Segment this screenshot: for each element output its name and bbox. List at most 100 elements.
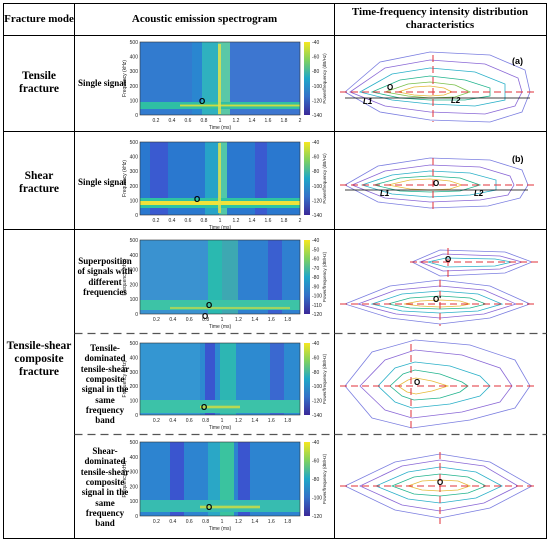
ytick-d: 300 (130, 370, 139, 376)
signal-shear: Single signal (78, 177, 127, 187)
xlabel-b: Time (ms) (209, 225, 232, 231)
cbar-tick-a: -60 (312, 55, 319, 61)
xtick-d: 0.4 (169, 418, 176, 424)
xtick-c: 1.2 (235, 317, 242, 323)
xtick-d: 0.8 (202, 418, 209, 424)
signal-tensile: Single signal (78, 78, 127, 88)
table-grid (3, 3, 547, 539)
ytick-e: 0 (135, 514, 138, 520)
header-fracture-mode: Fracture mode (4, 13, 74, 25)
ytick-b: 300 (130, 169, 139, 175)
ytick-c: 100 (130, 297, 139, 303)
origin-c2: O (202, 312, 208, 321)
mode-shear: Shear fracture (18, 170, 59, 196)
xtick-a: 1 (219, 118, 222, 124)
xtick-b: 1.4 (249, 218, 256, 224)
ytick-a: 200 (130, 84, 139, 90)
xlabel-c: Time (ms) (209, 324, 232, 330)
spectrogram-tensile-dominated: O (139, 342, 301, 416)
ylabel-e: Frequency (kHz) (122, 460, 128, 497)
contour-b-origin: O (433, 179, 439, 188)
xtick-a: 0.6 (185, 118, 192, 124)
cbar-label-b: Power/frequency (dB/Hz) (322, 153, 327, 204)
xtick-e: 1.4 (251, 519, 258, 525)
xtick-c: 1.4 (251, 317, 258, 323)
cbar-tick-d: -100 (312, 384, 322, 390)
cbar-tick-e: -60 (312, 459, 319, 465)
origin-a: O (199, 97, 205, 106)
cbar-tick-d: -60 (312, 355, 319, 361)
spectrogram-superposition: O O (139, 239, 301, 321)
cbar-tick-c: -70 (312, 266, 319, 272)
mode-composite: Tensile-shear composite fracture (6, 340, 72, 379)
xtick-c: 0.8 (202, 317, 209, 323)
cbar-tick-d: -40 (312, 341, 319, 347)
xtick-a: 1.6 (265, 118, 272, 124)
cbar-label-d: Power/frequency (dB/Hz) (322, 353, 327, 404)
ytick-e: 200 (130, 484, 139, 490)
cbar-tick-a: -80 (312, 69, 319, 75)
xtick-d: 1.2 (235, 418, 242, 424)
ytick-b: 200 (130, 184, 139, 190)
ylabel-a: Frequency (kHz) (122, 60, 128, 97)
ytick-b: 400 (130, 155, 139, 161)
ylabel-b: Frequency (kHz) (122, 160, 128, 197)
cbar-tick-c: -50 (312, 247, 319, 253)
xtick-c: 1 (221, 317, 224, 323)
spectrogram-shear-dominated: O (139, 441, 301, 517)
contour-b-l1: L1 (380, 189, 390, 198)
xtick-a: 1.2 (233, 118, 240, 124)
ytick-c: 0 (135, 312, 138, 318)
ytick-d: 200 (130, 384, 139, 390)
xtick-c: 0.4 (169, 317, 176, 323)
xtick-a: 0.4 (169, 118, 176, 124)
contour-e-origin: O (437, 478, 443, 487)
cbar-tick-e: -40 (312, 440, 319, 446)
cbar-tick-e: -120 (312, 514, 322, 520)
ylabel-c: Frequency (kHz) (122, 258, 128, 295)
ytick-c: 300 (130, 268, 139, 274)
xtick-e: 1 (221, 519, 224, 525)
contour-a-origin: O (387, 83, 393, 92)
xtick-b: 0.4 (169, 218, 176, 224)
xtick-e: 1.6 (268, 519, 275, 525)
ytick-c: 400 (130, 253, 139, 259)
ytick-a: 500 (130, 40, 139, 46)
xtick-b: 2 (299, 218, 302, 224)
xtick-d: 1.8 (284, 418, 291, 424)
ytick-d: 0 (135, 413, 138, 419)
cbar-tick-e: -100 (312, 496, 322, 502)
cbar-tick-c: -60 (312, 257, 319, 263)
ytick-c: 500 (130, 238, 139, 244)
cbar-tick-c: -110 (312, 303, 322, 309)
xtick-e: 1.2 (235, 519, 242, 525)
ytick-b: 500 (130, 140, 139, 146)
mode-tensile: Tensile fracture (18, 70, 59, 96)
xlabel-e: Time (ms) (209, 526, 232, 532)
xtick-e: 0.6 (186, 519, 193, 525)
origin-c1: O (206, 301, 212, 310)
contour-c-origin-prime: O' (433, 295, 441, 304)
xtick-b: 1.6 (265, 218, 272, 224)
xtick-a: 2 (299, 118, 302, 124)
cbar-tick-b: -140 (312, 213, 322, 219)
xtick-c: 1.6 (268, 317, 275, 323)
cbar-tick-c: -120 (312, 312, 322, 318)
colorbars (304, 42, 310, 516)
xtick-a: 1.8 (281, 118, 288, 124)
contour-a-l2: L2 (451, 96, 461, 105)
xtick-d: 1 (221, 418, 224, 424)
xtick-d: 1.4 (251, 418, 258, 424)
xtick-c: 0.2 (153, 317, 160, 323)
ytick-d: 400 (130, 355, 139, 361)
header-ae-spectrogram: Acoustic emission spectrogram (131, 13, 278, 25)
xtick-e: 0.8 (202, 519, 209, 525)
cbar-label-e: Power/frequency (dB/Hz) (322, 453, 327, 504)
origin-d: O (201, 403, 207, 412)
cbar-tick-d: -120 (312, 399, 322, 405)
xtick-d: 0.6 (186, 418, 193, 424)
cbar-tick-a: -140 (312, 113, 322, 119)
xtick-c: 0.6 (186, 317, 193, 323)
